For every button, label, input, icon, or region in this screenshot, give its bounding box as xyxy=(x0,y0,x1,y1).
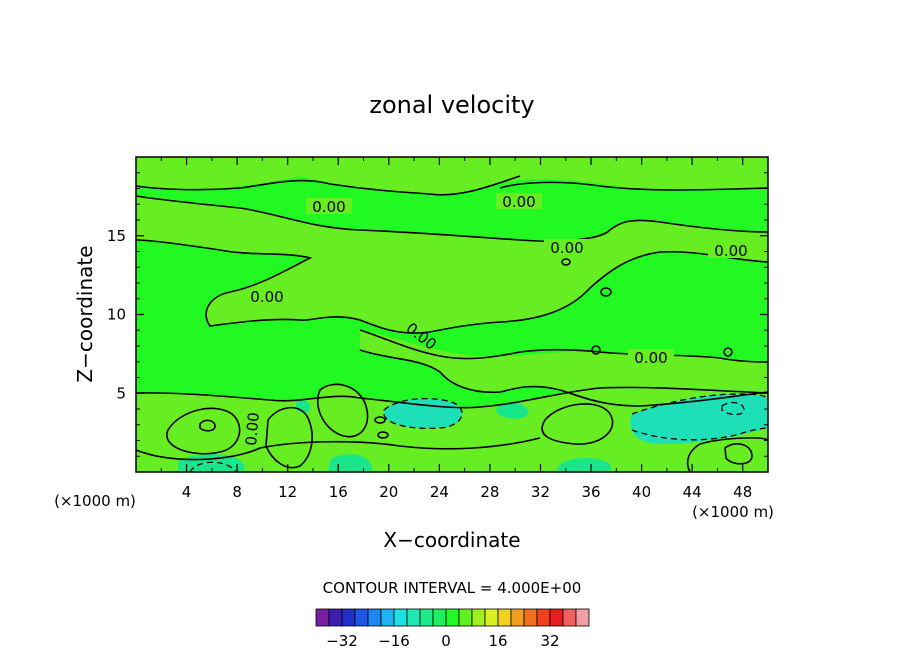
contour-label: 0.00 xyxy=(250,288,283,306)
contour-line xyxy=(136,175,521,196)
colorbar-swatch xyxy=(484,608,499,627)
y-axis-label: Z−coordinate xyxy=(73,245,97,382)
x-tick-label: 48 xyxy=(733,483,752,501)
y-axis: 5 10 15 xyxy=(107,172,768,457)
contour-label: 0.00 xyxy=(312,198,345,216)
colorbar-swatch xyxy=(367,608,382,627)
x-axis: 4 8 12 16 20 24 28 32 36 40 44 48 xyxy=(160,157,752,501)
colorbar-swatch xyxy=(497,608,512,627)
colorbar-swatch xyxy=(523,608,538,627)
y-tick-label: 5 xyxy=(116,384,126,402)
contour-line xyxy=(136,239,768,334)
colorbar-swatch xyxy=(471,608,486,627)
field-region-pos xyxy=(166,408,240,454)
contour-line xyxy=(591,345,601,355)
contour-label: 0.00 xyxy=(550,239,583,257)
colorbar-swatch xyxy=(510,608,525,627)
y-tick-label: 15 xyxy=(107,227,126,245)
colorbar-tick-label: 32 xyxy=(540,632,559,650)
contour-label: 0.00 xyxy=(714,242,747,260)
colorbar-swatch xyxy=(549,608,564,627)
contour-line-negative xyxy=(631,393,768,415)
contour-line xyxy=(359,329,768,363)
y-tick-label: 10 xyxy=(107,306,126,324)
contour-label: 0.00 xyxy=(502,193,535,211)
field-region-pos xyxy=(542,403,613,445)
contour-line xyxy=(316,383,369,438)
colorbar xyxy=(315,608,590,627)
chart-title: zonal velocity xyxy=(369,91,534,119)
colorbar-swatch xyxy=(445,608,460,627)
colorbar-swatch xyxy=(380,608,395,627)
field-region-neg xyxy=(496,402,529,419)
colorbar-swatch xyxy=(575,608,590,627)
plot-area: 0.00 0.00 0.00 0.00 0.00 0.00 0.00 0.00 … xyxy=(107,156,769,501)
contour-line xyxy=(265,406,313,469)
contour-label: 0.00 xyxy=(242,412,263,447)
x-tick-label: 28 xyxy=(480,483,499,501)
x-unit-label-right: (×1000 m) xyxy=(692,503,774,521)
x-unit-label-left: (×1000 m) xyxy=(54,492,136,510)
colorbar-ticks: −32 −16 0 16 32 xyxy=(326,632,559,650)
contour-line xyxy=(374,416,386,424)
contour-line xyxy=(541,403,614,445)
colorbar-swatch xyxy=(432,608,447,627)
x-axis-label: X−coordinate xyxy=(383,528,520,552)
contour-line xyxy=(723,347,733,357)
colorbar-swatch xyxy=(315,608,330,627)
colorbar-swatch xyxy=(341,608,356,627)
colorbar-swatch xyxy=(458,608,473,627)
x-tick-label: 16 xyxy=(329,483,348,501)
colorbar-swatch xyxy=(354,608,369,627)
contour-line xyxy=(499,181,768,191)
field-region-neg xyxy=(630,394,768,444)
contour-line xyxy=(724,443,753,465)
x-tick-label: 44 xyxy=(683,483,702,501)
contour-label: 0.00 xyxy=(634,349,667,367)
contour-line xyxy=(136,195,768,242)
contour-line xyxy=(136,386,768,409)
colorbar-swatch xyxy=(536,608,551,627)
colorbar-swatch xyxy=(393,608,408,627)
contour-line xyxy=(359,349,768,407)
field-region-neg xyxy=(556,458,612,472)
colorbar-swatch xyxy=(562,608,577,627)
contour-line-negative xyxy=(631,427,768,441)
contour-line xyxy=(686,437,768,472)
contour-line xyxy=(600,287,612,297)
field-region-neg xyxy=(328,454,373,472)
contour-line xyxy=(166,407,241,455)
contour-lines xyxy=(136,175,768,472)
colorbar-swatch xyxy=(419,608,434,627)
contour-line-negative xyxy=(189,461,237,472)
x-tick-label: 32 xyxy=(531,483,550,501)
x-tick-label: 4 xyxy=(182,483,192,501)
colorbar-tick-label: 0 xyxy=(441,632,451,650)
colorbar-swatch xyxy=(406,608,421,627)
x-tick-label: 36 xyxy=(581,483,600,501)
x-tick-label: 12 xyxy=(278,483,297,501)
contour-line-negative xyxy=(383,397,463,430)
colorbar-tick-label: −32 xyxy=(326,632,358,650)
contour-interval-text: CONTOUR INTERVAL = 4.000E+00 xyxy=(323,579,582,597)
x-tick-label: 20 xyxy=(379,483,398,501)
field-layer xyxy=(136,157,768,472)
field-region-pos xyxy=(266,407,313,468)
contour-line xyxy=(199,419,216,432)
x-tick-label: 24 xyxy=(430,483,449,501)
contour-line xyxy=(561,258,571,266)
x-tick-label: 8 xyxy=(232,483,242,501)
field-region-pos xyxy=(136,157,768,195)
contour-line xyxy=(377,431,389,439)
x-tick-label: 40 xyxy=(632,483,651,501)
colorbar-tick-label: −16 xyxy=(378,632,410,650)
contour-labels: 0.00 0.00 0.00 0.00 0.00 0.00 0.00 0.00 xyxy=(242,193,754,446)
contour-line xyxy=(136,437,541,461)
colorbar-tick-label: 16 xyxy=(488,632,507,650)
colorbar-swatch xyxy=(328,608,343,627)
field-region-neg xyxy=(178,454,245,472)
